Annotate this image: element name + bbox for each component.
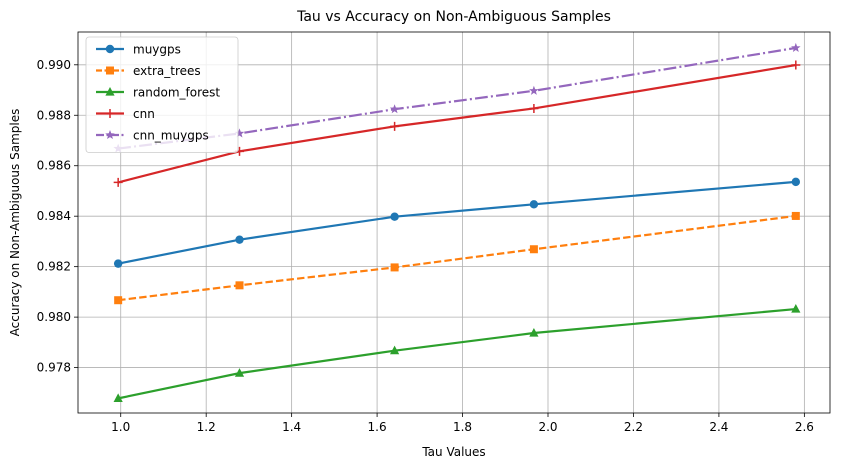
data-point-cnn_muygps bbox=[791, 42, 801, 52]
legend-marker-muygps bbox=[105, 44, 115, 54]
series-random_forest bbox=[113, 304, 801, 402]
x-tick-label: 1.4 bbox=[282, 420, 301, 434]
x-tick-label: 2.6 bbox=[795, 420, 814, 434]
x-tick-label: 2.0 bbox=[538, 420, 557, 434]
y-axis: 0.978 0.980 0.982 0.984 0.986 0.988 0.990 bbox=[37, 58, 78, 375]
data-point-random_forest bbox=[791, 304, 801, 313]
x-axis-label: Tau Values bbox=[421, 445, 485, 459]
y-tick-label: 0.980 bbox=[37, 310, 71, 324]
legend-label-muygps: muygps bbox=[133, 43, 181, 57]
legend-label-cnn_muygps: cnn_muygps bbox=[133, 129, 209, 143]
x-tick-label: 2.4 bbox=[709, 420, 728, 434]
data-point-muygps bbox=[235, 235, 244, 244]
series-muygps bbox=[113, 177, 801, 268]
data-point-cnn_muygps bbox=[529, 85, 539, 95]
data-point-cnn_muygps bbox=[234, 128, 245, 138]
x-tick-label: 2.2 bbox=[624, 420, 643, 434]
data-point-muygps bbox=[791, 177, 801, 187]
x-tick-label: 1.8 bbox=[453, 420, 472, 434]
legend-label-extra_trees: extra_trees bbox=[133, 64, 201, 78]
data-point-extra_trees bbox=[529, 245, 538, 254]
plot-frame bbox=[77, 31, 831, 414]
x-axis: 1.0 1.2 1.4 1.6 1.8 2.0 2.2 2.4 2.6 bbox=[111, 413, 814, 434]
series-line-muygps bbox=[117, 180, 796, 265]
legend-marker-cnn bbox=[105, 109, 115, 118]
legend-marker-cnn_muygps bbox=[105, 130, 115, 140]
data-point-extra_trees bbox=[114, 296, 123, 305]
data-point-muygps bbox=[390, 212, 399, 221]
series-extra_trees bbox=[114, 211, 800, 305]
y-tick-label: 0.978 bbox=[37, 361, 71, 375]
x-tick-label: 1.6 bbox=[368, 420, 387, 434]
y-tick-label: 0.984 bbox=[37, 209, 71, 223]
y-tick-label: 0.990 bbox=[37, 58, 71, 72]
y-tick-label: 0.982 bbox=[37, 260, 71, 274]
legend-label-random_forest: random_forest bbox=[133, 86, 220, 100]
data-point-cnn bbox=[791, 60, 801, 70]
legend-label-cnn: cnn bbox=[133, 107, 155, 121]
x-tick-label: 1.2 bbox=[197, 420, 216, 434]
series-line-random_forest bbox=[117, 307, 796, 400]
legend-box bbox=[85, 36, 239, 153]
data-point-extra_trees bbox=[235, 281, 244, 290]
y-axis-label: Accuracy on Non-Ambiguous Samples bbox=[8, 109, 22, 337]
grid bbox=[78, 32, 830, 413]
data-point-cnn bbox=[529, 103, 539, 113]
series-line-extra_trees bbox=[118, 214, 796, 302]
legend-marker-extra_trees bbox=[106, 66, 114, 75]
legend-marker-random_forest bbox=[105, 87, 115, 96]
data-point-extra_trees bbox=[791, 211, 800, 220]
data-point-cnn_muygps bbox=[389, 104, 400, 114]
data-point-random_forest bbox=[390, 345, 400, 355]
data-point-random_forest bbox=[113, 393, 123, 402]
y-tick-label: 0.986 bbox=[37, 159, 71, 173]
x-tick-label: 1.0 bbox=[111, 420, 130, 434]
data-point-extra_trees bbox=[390, 263, 399, 272]
chart-title: Tau vs Accuracy on Non-Ambiguous Samples bbox=[296, 9, 611, 25]
series-cnn bbox=[113, 60, 801, 187]
data-point-cnn bbox=[390, 121, 400, 131]
data-point-random_forest bbox=[234, 368, 245, 377]
y-tick-label: 0.988 bbox=[37, 108, 71, 122]
data-point-muygps bbox=[113, 259, 123, 268]
data-point-muygps bbox=[529, 200, 539, 209]
data-point-random_forest bbox=[529, 328, 539, 337]
data-point-cnn bbox=[113, 177, 123, 187]
